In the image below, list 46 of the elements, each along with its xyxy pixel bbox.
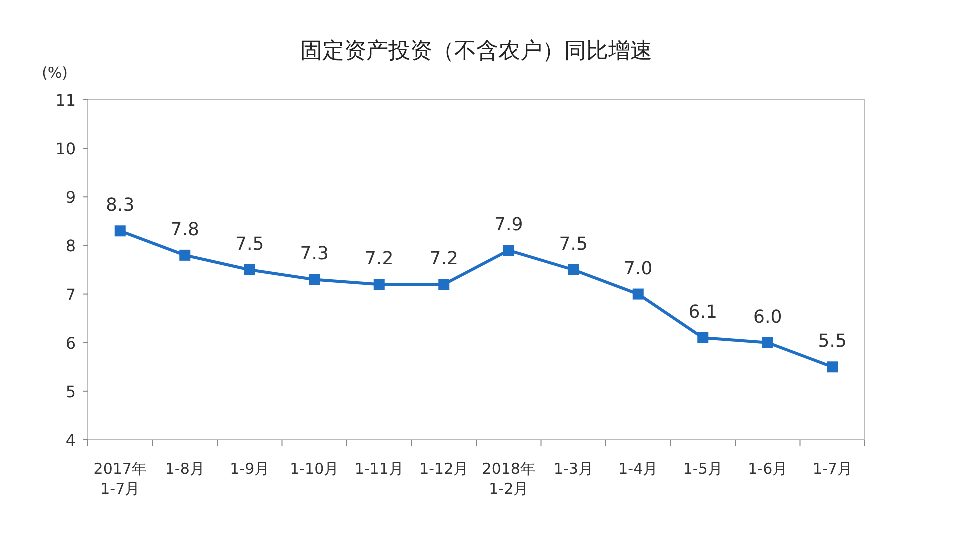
point bbox=[827, 362, 838, 373]
y-tick-label: 11 bbox=[56, 91, 76, 110]
data-label: 8.3 bbox=[106, 195, 135, 216]
point bbox=[309, 274, 320, 286]
x-tick-label: 2018年 1-2月 bbox=[482, 460, 536, 498]
data-label: 7.0 bbox=[624, 258, 653, 280]
data-label: 7.5 bbox=[236, 234, 264, 255]
point bbox=[762, 337, 774, 348]
point bbox=[632, 288, 644, 300]
point bbox=[503, 245, 514, 256]
x-tick-label: 1-9月 bbox=[230, 460, 270, 478]
point bbox=[438, 279, 450, 290]
x-tick-label: 1-12月 bbox=[420, 460, 469, 478]
point bbox=[114, 226, 126, 237]
data-label: 6.1 bbox=[688, 302, 718, 323]
data-label: 7.2 bbox=[365, 248, 394, 270]
x-tick-label: 1-7月 bbox=[812, 460, 852, 478]
data-label: 6.0 bbox=[754, 306, 782, 328]
x-tick-label: 1-5月 bbox=[683, 460, 723, 478]
point bbox=[698, 332, 709, 344]
point bbox=[374, 279, 385, 290]
x-tick-label: 1-6月 bbox=[748, 460, 788, 478]
data-label: 7.8 bbox=[170, 219, 200, 240]
point bbox=[180, 250, 191, 261]
x-tick-label: 1-11月 bbox=[354, 460, 404, 478]
y-tick-label: 4 bbox=[66, 431, 76, 450]
x-tick-label: 2017年 1-7月 bbox=[94, 460, 147, 498]
x-tick-label: 1-8月 bbox=[165, 460, 205, 478]
y-tick-label: 9 bbox=[66, 188, 76, 208]
y-tick-label: 10 bbox=[56, 140, 76, 159]
y-tick-label: 6 bbox=[66, 334, 76, 353]
data-label: 5.5 bbox=[818, 331, 847, 352]
y-tick-label: 5 bbox=[66, 382, 76, 402]
x-tick-label: 1-4月 bbox=[618, 460, 658, 478]
y-tick-label: 8 bbox=[66, 236, 76, 256]
data-label: 7.2 bbox=[430, 248, 458, 270]
data-label: 7.3 bbox=[300, 244, 329, 265]
point bbox=[568, 264, 580, 276]
ylabel: (%) bbox=[42, 64, 68, 82]
title: 固定资产投资（不含农户）同比增速 bbox=[300, 39, 652, 64]
x-tick-label: 1-10月 bbox=[290, 460, 340, 478]
point bbox=[244, 264, 256, 276]
y-tick-label: 7 bbox=[66, 285, 76, 304]
data-label: 7.5 bbox=[559, 234, 588, 255]
data-label: 7.9 bbox=[494, 214, 524, 236]
x-tick-label: 1-3月 bbox=[554, 460, 594, 478]
